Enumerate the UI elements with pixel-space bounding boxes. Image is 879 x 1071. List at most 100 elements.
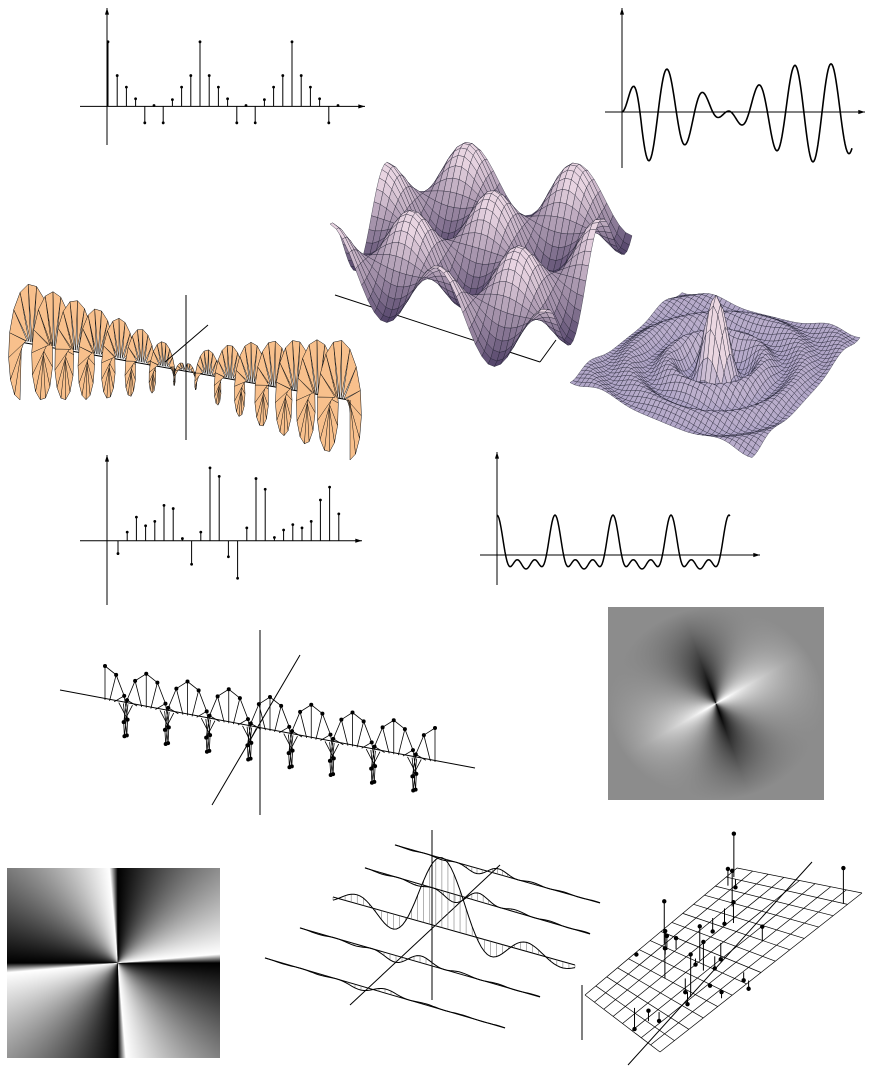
pinwheel-gradient [7,868,220,1058]
chain-stem [398,729,405,755]
grid-stem-tip [683,990,687,994]
stem-tip [281,74,284,77]
axis-arrow [495,452,499,459]
stem-tip [189,74,192,77]
stem-tip [153,104,156,107]
stem-tip [318,97,321,100]
stem-tip [309,86,312,89]
chain-stem [218,696,225,722]
grid-stem-tip [701,940,705,944]
stem-tip [319,499,322,502]
stem-tip [172,507,175,510]
grid-stem-tip [760,924,764,928]
chain-stem [151,683,158,709]
grid-stem-tip [710,929,714,933]
stem-tip [199,40,202,43]
grid-stem-tip [657,1019,661,1023]
grid-stem-tip [741,978,745,982]
axis-line [628,862,812,1065]
body: {"chart_data": [ {"type": "stem", "ylim"… [0,0,879,1071]
chain-stem [110,675,117,701]
stem-tip [291,40,294,43]
stem-tip [209,466,212,469]
chain-stem [275,706,282,732]
stem-tip [181,537,184,540]
beat-curve [622,64,852,162]
axis-line [60,690,475,768]
grid-stem-tip [841,866,845,870]
chain-stem [135,681,142,707]
pinwheel-image-soft [608,607,824,800]
grid-stem-tip [698,924,702,928]
stem-tip [337,104,340,107]
stem-tip [227,555,230,558]
grid-stem-tip [685,1002,689,1006]
stem-tip [337,513,340,516]
grid-stem-tip [688,952,692,956]
stem-tip [236,577,239,580]
egg-crate-surface [330,223,339,229]
chain-stem [176,689,183,715]
stem-tip [135,516,138,519]
stem-tip [143,121,146,124]
stem-tip [291,523,294,526]
grid-stem-tip [746,987,750,991]
grid-stem-tip [713,966,717,970]
stem-tip [162,121,165,124]
grid-stem-tip [726,867,730,871]
stem-tip [208,74,211,77]
pinwheel-fade [608,607,824,800]
chain-stem [357,721,364,747]
stem-tip [218,475,221,478]
stem-tip [190,563,193,566]
stem-tip [180,86,183,89]
stem-tip [254,121,257,124]
axis-arrow [358,104,365,108]
grid-line [726,877,847,904]
stem-tip [163,504,166,507]
axis-arrow [355,539,362,543]
chain-stem [316,714,323,740]
stem-tip [263,98,266,101]
grid-line [704,895,818,927]
page: Signal illustrations html, body { margin… [0,0,879,1071]
axis-line [540,340,556,362]
stem-tip [126,531,129,534]
stem-tip [328,486,331,489]
chain-stem [383,727,390,753]
axis-arrow [753,553,760,557]
stem-tip [301,526,304,529]
stem-tip [255,477,258,480]
stem-tip [107,40,110,43]
stem-tip [217,86,220,89]
chain-stem [341,720,348,746]
figure-collage [0,0,879,1071]
grid-stem-tip [719,957,723,961]
grid-stem-tip [634,952,638,956]
stem-tip [245,526,248,529]
stem-tip [153,520,156,523]
stem-tip [125,86,128,89]
grid-stem-tip [662,899,666,903]
periodic-curve [497,515,730,569]
axis-arrow [105,455,109,462]
grid-stem-tip [646,1009,650,1013]
chain-stem [300,712,307,738]
grid-stem-tip [632,1027,636,1031]
grid-stem-tip [663,929,667,933]
axis-arrow [620,8,624,15]
chain-stem [233,698,240,724]
stem-tip [226,97,229,100]
stem-tip [235,121,238,124]
grid-stem-tip [719,990,723,994]
stem-tip [264,488,267,491]
chain-stem [424,735,431,761]
stem-tip [144,524,147,527]
helix-facet [195,373,202,381]
axis-arrow [105,8,109,15]
axis-line [212,655,300,805]
stem-tip [300,74,303,77]
grid-stem-tip [674,936,678,940]
grid-stem-tip [722,922,726,926]
grid-stem-tip [733,885,737,889]
